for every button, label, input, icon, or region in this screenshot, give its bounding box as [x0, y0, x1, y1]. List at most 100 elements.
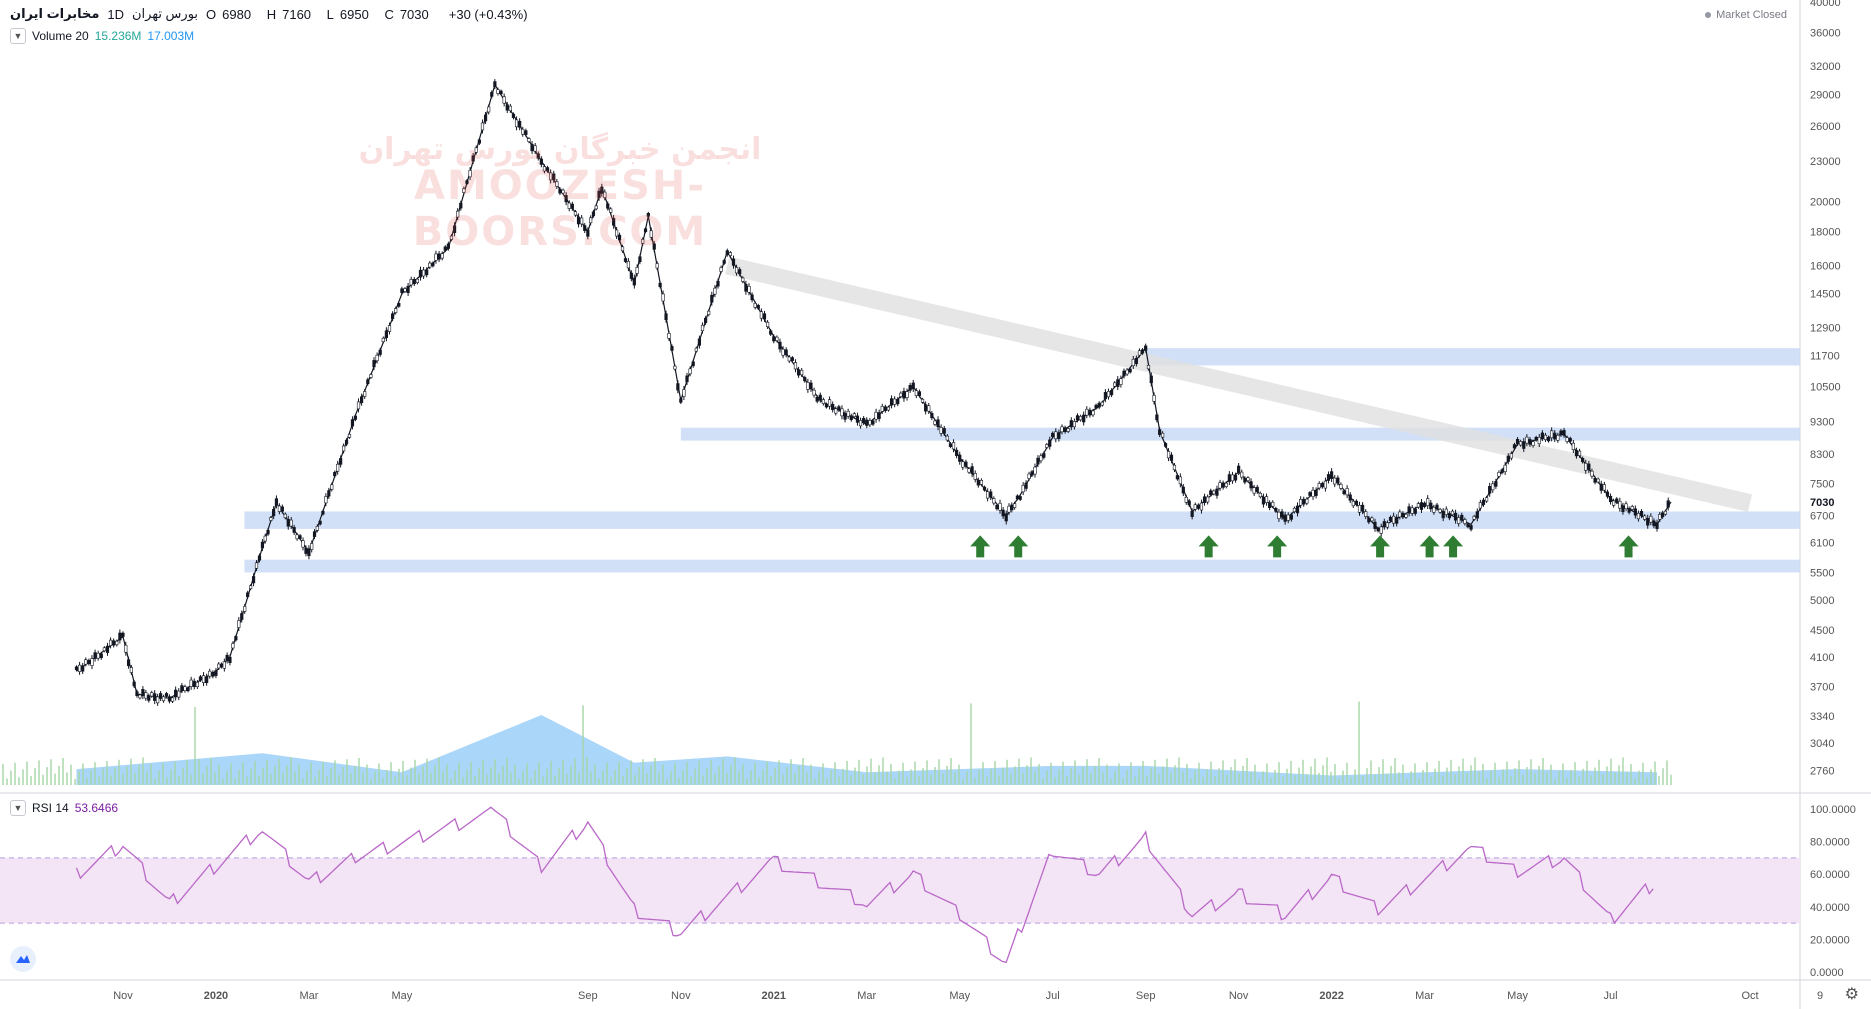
volume-bar	[1426, 762, 1428, 785]
candle-body	[1113, 382, 1117, 387]
candle-body	[102, 647, 106, 652]
candle-body	[1370, 517, 1374, 522]
volume-bar	[314, 777, 316, 785]
interval-label[interactable]: 1D	[107, 6, 124, 22]
candle-body	[249, 585, 253, 590]
support-resistance-zones[interactable]	[244, 348, 1801, 573]
volume-bar	[94, 762, 96, 785]
volume-bar	[646, 773, 648, 785]
volume-bar	[1574, 762, 1576, 785]
zone-rect[interactable]	[680, 427, 1800, 441]
zone-rect[interactable]	[1145, 348, 1800, 366]
volume-bar	[1598, 759, 1600, 785]
volume-bar	[1090, 773, 1092, 785]
candle-body	[549, 172, 553, 181]
volume-bar	[1386, 773, 1388, 785]
candle-body	[1441, 511, 1445, 519]
candle-body	[366, 379, 370, 384]
arrow-up-icon[interactable]	[1267, 535, 1288, 558]
volume-bar	[1246, 758, 1248, 785]
candle-body	[1522, 441, 1526, 449]
rsi-pane[interactable]	[0, 806, 1800, 964]
volume-bar	[1322, 765, 1324, 785]
volume-bar	[618, 761, 620, 785]
volume-bar	[366, 764, 368, 785]
candle-body	[899, 392, 903, 397]
volume-bar	[706, 767, 708, 785]
volume-bar	[1578, 776, 1580, 785]
candle-body	[834, 408, 838, 414]
arrow-up-icon[interactable]	[1198, 535, 1219, 558]
current-price-tag[interactable]	[1802, 493, 1862, 510]
volume-label[interactable]: Volume 20	[32, 29, 89, 43]
rsi-line[interactable]	[75, 806, 1654, 964]
volume-bar	[206, 765, 208, 785]
volume-bar	[1062, 761, 1064, 785]
candle-body	[704, 317, 708, 323]
gear-icon[interactable]: ⚙	[1844, 986, 1859, 1003]
volume-bar	[74, 779, 76, 785]
candle-body	[499, 90, 503, 95]
candle-body	[1004, 513, 1008, 522]
rsi-label[interactable]: RSI 14	[32, 801, 69, 815]
volume-bar	[1334, 764, 1336, 785]
candle-body	[970, 466, 974, 474]
candle-body	[1444, 508, 1448, 515]
candle-body	[982, 486, 987, 491]
zone-rect[interactable]	[244, 559, 1801, 573]
candle-body	[1140, 349, 1145, 354]
candle-body	[150, 692, 154, 697]
volume-value: 15.236M	[94, 29, 142, 43]
candle-body	[321, 510, 325, 515]
trendline-layer[interactable]	[725, 256, 1753, 512]
candle-body	[1072, 421, 1076, 428]
volume-bar	[1210, 761, 1212, 785]
volume-bar	[1202, 777, 1204, 785]
arrow-up-icon[interactable]	[1618, 535, 1639, 558]
chevron-down-icon[interactable]: ▼	[10, 28, 26, 44]
volume-bar	[570, 766, 572, 785]
candle-body	[561, 189, 565, 194]
volume-bar	[982, 762, 984, 785]
volume-bar	[1286, 768, 1288, 785]
arrow-up-icon[interactable]	[1008, 535, 1029, 558]
candle-body	[679, 398, 683, 403]
arrow-up-icon[interactable]	[1370, 535, 1391, 558]
volume-bar	[278, 758, 280, 785]
candle-body	[886, 406, 891, 411]
candle-body	[1556, 434, 1560, 441]
volume-bar	[266, 759, 268, 785]
candle-body	[623, 258, 628, 262]
candle-body	[1033, 466, 1037, 475]
candle-body	[269, 517, 273, 521]
chevron-down-icon[interactable]: ▼	[10, 800, 26, 816]
candle-body	[283, 513, 287, 518]
volume-bar	[1026, 765, 1028, 785]
volume-bar	[66, 772, 68, 785]
arrow-up-icon[interactable]	[970, 535, 991, 558]
bounce-arrows[interactable]	[970, 535, 1639, 558]
arrow-up-icon[interactable]	[1419, 535, 1440, 558]
price-tick-label: 32000	[1810, 61, 1841, 73]
volume-bar	[50, 759, 52, 785]
candle-series[interactable]	[74, 79, 1672, 706]
time-tick-label: Jul	[1046, 990, 1060, 1002]
volume-bar	[1274, 770, 1276, 785]
candle-body	[555, 181, 559, 187]
candle-body	[874, 411, 878, 420]
price-axis[interactable]: 40000 36000 32000 29000 26000 23000 20000 18000…	[1802, 0, 1862, 979]
volume-bar	[438, 757, 440, 785]
price-line[interactable]	[76, 83, 1672, 699]
symbol-name[interactable]: مخابرات ایران	[10, 6, 100, 21]
trendline[interactable]	[725, 256, 1753, 512]
volume-bar	[1378, 767, 1380, 785]
candle-body	[1488, 486, 1492, 494]
time-axis[interactable]: Nov 2020 Mar May Sep Nov 2021 Mar May Jul Sep Nov 20…	[113, 990, 1823, 1002]
zone-rect[interactable]	[244, 511, 1801, 529]
volume-bar	[1502, 769, 1504, 785]
volume-bar	[1070, 768, 1072, 785]
tradingview-logo-icon[interactable]	[10, 946, 36, 972]
arrow-up-icon[interactable]	[1443, 535, 1464, 558]
